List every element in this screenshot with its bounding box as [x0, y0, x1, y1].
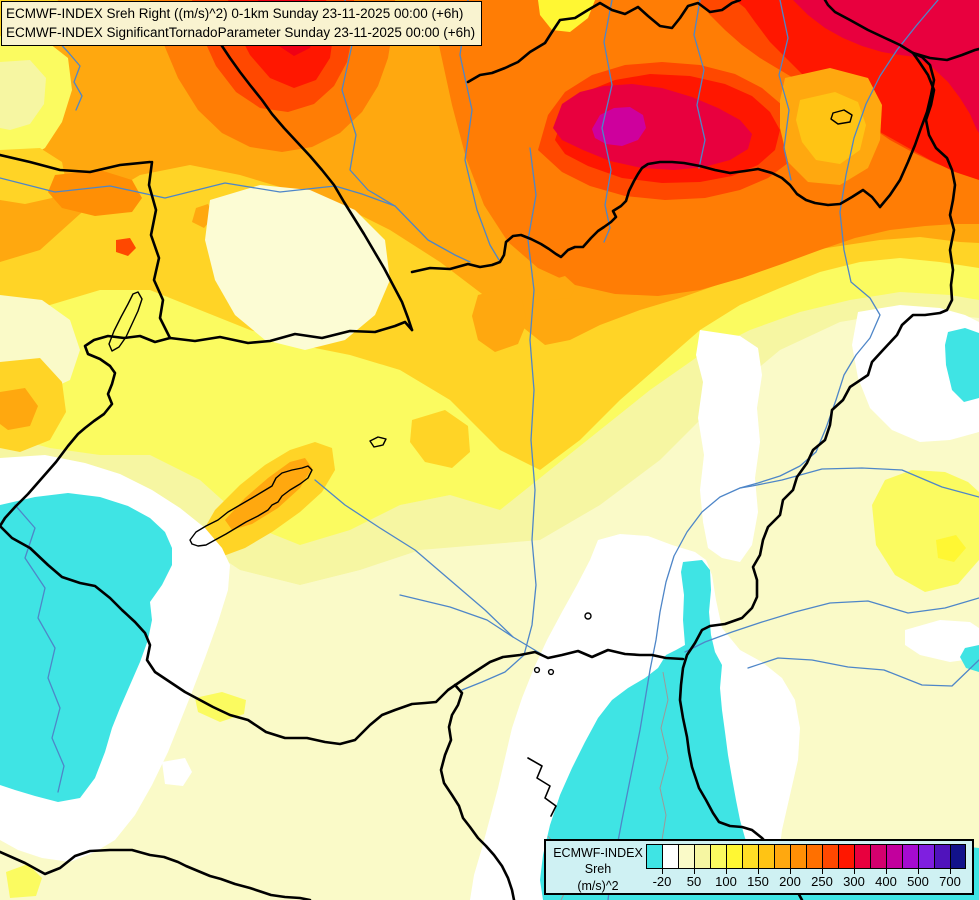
legend-product-label: ECMWF-INDEX: [553, 846, 643, 860]
river-small-nw: [54, 37, 83, 111]
border-czech-slovakia: [216, 38, 414, 332]
border-hungary-romania: [678, 51, 957, 900]
legend-tick-mark: [950, 869, 951, 874]
legend-color-swatch: [790, 844, 806, 869]
legend-title-block: ECMWF-INDEX Sreh (m/s)^2: [552, 845, 644, 894]
river-danube: [461, 147, 537, 691]
river-small-ne2: [778, 0, 792, 181]
legend-color-swatch: [950, 844, 966, 869]
map-title-line-1: ECMWF-INDEX Sreh Right ((m/s)^2) 0-1km S…: [6, 6, 464, 21]
legend-tick-mark: [662, 869, 663, 874]
river-kapos: [399, 594, 514, 638]
legend-color-swatch: [838, 844, 854, 869]
border-slovakia-hungary-east: [410, 160, 882, 274]
legend-tick-mark: [694, 869, 695, 874]
legend-color-swatch: [678, 844, 694, 869]
border-austria-hungary: [0, 334, 172, 528]
legend-tick-label: -20: [652, 874, 672, 889]
legend-color-swatch: [870, 844, 886, 869]
legend-tick-mark: [726, 869, 727, 874]
river-south-east: [747, 657, 979, 687]
map-title-line-2: ECMWF-INDEX SignificantTornadoParameter …: [6, 25, 476, 41]
legend-color-swatch: [646, 844, 662, 869]
legend-color-swatch: [758, 844, 774, 869]
legend-tick-mark: [918, 869, 919, 874]
legend-tick-mark: [790, 869, 791, 874]
legend-tick-mark: [758, 869, 759, 874]
legend-color-swatch: [694, 844, 710, 869]
legend-color-swatch: [902, 844, 918, 869]
lake-balaton: [189, 465, 313, 547]
border-czech-austria: [0, 153, 152, 174]
legend-tick-label: 250: [811, 874, 833, 889]
lake-neusiedl: [108, 291, 143, 352]
river-small-ne1: [693, 0, 706, 169]
legend-color-swatch: [742, 844, 758, 869]
legend-color-swatch: [854, 844, 870, 869]
legend-tick-label: 100: [715, 874, 737, 889]
legend-color-swatch: [822, 844, 838, 869]
border-poland-slovakia: [466, 0, 742, 84]
river-thaya: [0, 177, 396, 207]
legend-tick-label: 50: [686, 874, 702, 889]
border-danube-serbia-squiggle: [527, 757, 557, 817]
border-slovakia-hungary: [168, 320, 414, 345]
map-title-box: ECMWF-INDEX Sreh Right ((m/s)^2) 0-1km S…: [1, 1, 483, 47]
legend-units-label: (m/s)^2: [577, 878, 619, 893]
legend-tick-label: 500: [907, 874, 929, 889]
border-austria-slovakia: [147, 160, 172, 340]
border-sava: [0, 848, 312, 900]
river-tisza: [607, 0, 939, 900]
legend-color-swatch: [806, 844, 822, 869]
lake-small-ne: [830, 109, 853, 125]
legend-tick-mark: [854, 869, 855, 874]
legend-color-swatch: [886, 844, 902, 869]
river-vah: [459, 0, 500, 261]
river-sio: [314, 479, 549, 659]
legend-color-swatch: [918, 844, 934, 869]
border-croatia-serbia-danube: [439, 683, 516, 900]
legend-box: ECMWF-INDEX Sreh (m/s)^2 -20 50 100 150 200 2…: [544, 839, 974, 895]
legend-color-swatch: [774, 844, 790, 869]
legend-parameter-label: Sreh: [584, 862, 612, 877]
river-koros: [739, 467, 979, 498]
border-ukraine-east: [911, 47, 979, 62]
legend-tick-label: 200: [779, 874, 801, 889]
lake-velence: [369, 436, 387, 448]
river-maros: [684, 597, 979, 653]
lake-dot-1: [533, 666, 541, 674]
legend-color-swatch: [726, 844, 742, 869]
legend-tick-label: 300: [843, 874, 865, 889]
lake-palic: [584, 612, 592, 620]
legend-color-swatch: [662, 844, 678, 869]
legend-color-swatch: [710, 844, 726, 869]
legend-tick-labels: -20 50 100 150 200 250 300 400 500 700: [546, 841, 972, 893]
legend-tick-label: 700: [939, 874, 961, 889]
legend-tick-mark: [886, 869, 887, 874]
legend-tick-mark: [822, 869, 823, 874]
lakes: [108, 109, 853, 676]
legend-tick-label: 150: [747, 874, 769, 889]
border-hungary-ukraine: [823, 0, 936, 209]
border-hungary-croatia: [0, 524, 685, 746]
river-morava: [341, 0, 471, 263]
admin-line-south2: [659, 671, 669, 841]
legend-tick-label: 400: [875, 874, 897, 889]
legend-color-ramp: [646, 844, 966, 869]
legend-color-swatch: [934, 844, 950, 869]
lake-dot-2: [547, 668, 555, 676]
